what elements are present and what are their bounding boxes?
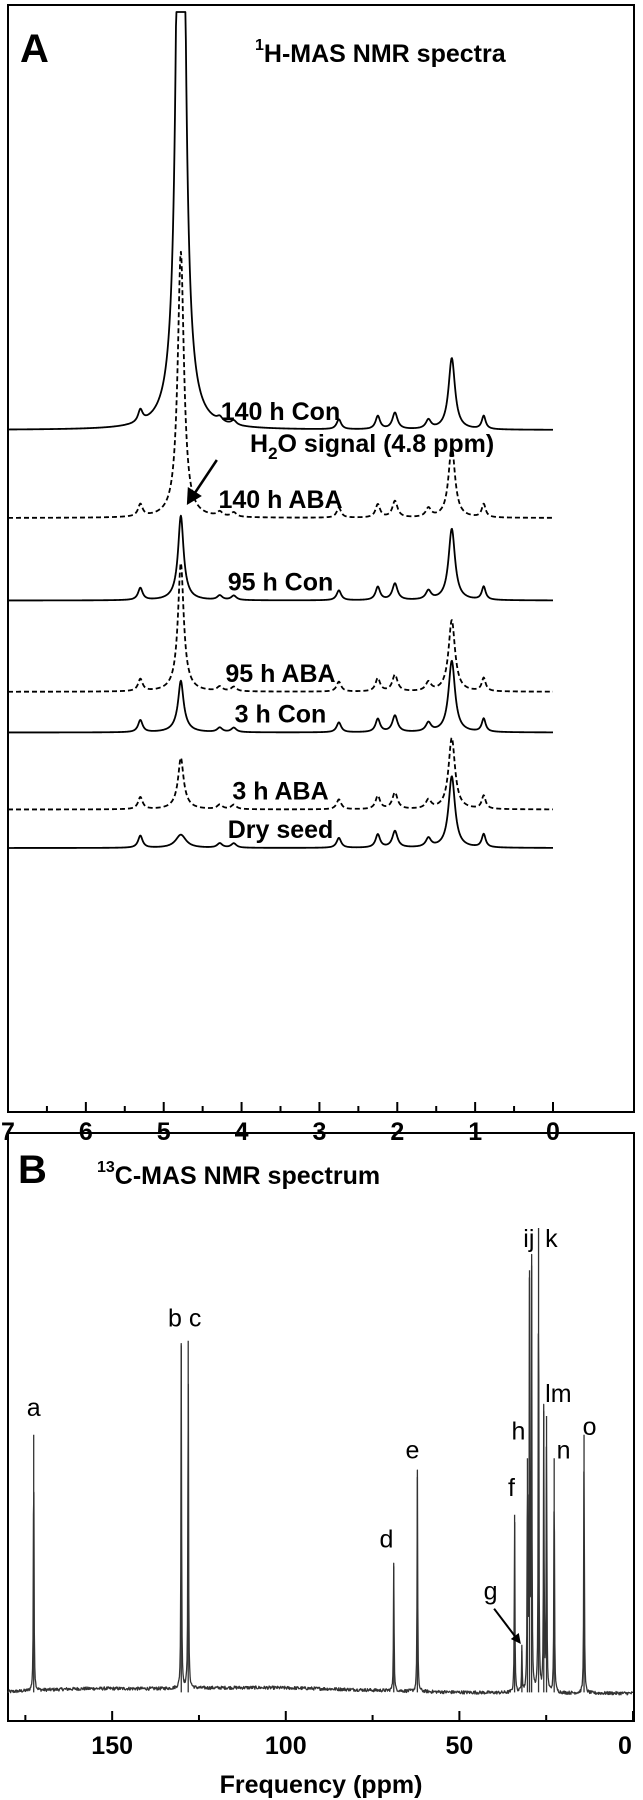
panel-b-x-axis: 150 100 50 0 xyxy=(24,1711,634,1760)
x-tick-label-b-1: 100 xyxy=(265,1732,307,1760)
x-tick-label-b-3: 0 xyxy=(618,1732,632,1760)
spectrum-trace-1 xyxy=(7,250,554,519)
peak-label-h: h xyxy=(511,1418,525,1446)
peak-g-arrow xyxy=(493,1608,521,1644)
spectrum-trace-2 xyxy=(7,514,554,602)
spectrum-trace-0 xyxy=(7,11,554,431)
spectrum-trace-6 xyxy=(7,775,554,849)
c13-spectrum-trace xyxy=(7,1253,634,1696)
peak-label-lm: lm xyxy=(545,1380,571,1408)
x-tick-label-b-0: 150 xyxy=(91,1732,133,1760)
panel-b-x-axis-title: Frequency (ppm) xyxy=(220,1771,423,1799)
panel-a-1h-spectra: A 1H-MAS NMR spectra H2O signal (4.8 ppm… xyxy=(1,4,635,1146)
peak-label-n: n xyxy=(557,1436,571,1464)
water-signal-annotation: H2O signal (4.8 ppm) xyxy=(250,430,494,463)
panel-a-traces xyxy=(7,11,554,849)
peak-label-ij: ij xyxy=(523,1225,534,1253)
panel-b-letter: B xyxy=(18,1148,47,1192)
panel-b-frame xyxy=(7,1132,635,1722)
trace-label-5: 3 h ABA xyxy=(232,778,328,806)
panel-a-title: 1H-MAS NMR spectra xyxy=(255,37,507,68)
water-signal-arrow xyxy=(186,459,218,505)
spectrum-trace-5 xyxy=(7,736,554,811)
panel-b-trace xyxy=(7,1228,634,1696)
panel-a-letter: A xyxy=(20,27,49,71)
peak-label-bc: b c xyxy=(168,1305,201,1333)
peak-label-k: k xyxy=(545,1225,558,1253)
x-tick-label-b-2: 50 xyxy=(445,1732,473,1760)
panel-a-trace-labels: 140 h Con 140 h ABA 95 h Con 95 h ABA 3 h Co… xyxy=(218,398,342,844)
spectrum-trace-3 xyxy=(7,562,554,693)
peak-g-arrow-shaft xyxy=(493,1608,516,1637)
trace-label-0: 140 h Con xyxy=(221,398,340,426)
peak-label-d: d xyxy=(380,1526,394,1554)
trace-label-2: 95 h Con xyxy=(228,569,334,597)
panel-b-peak-labels: a b c d e f g h ij k lm no xyxy=(27,1225,597,1606)
peak-label-f: f xyxy=(508,1474,515,1502)
panel-b-title: 13C-MAS NMR spectrum xyxy=(97,1159,380,1190)
peak-label-a: a xyxy=(27,1394,41,1422)
panel-a-frame xyxy=(7,4,635,1113)
trace-label-3: 95 h ABA xyxy=(225,660,335,688)
peak-g-arrow-head xyxy=(510,1632,521,1644)
peak-label-o: o xyxy=(583,1413,597,1441)
trace-label-4: 3 h Con xyxy=(235,701,327,729)
trace-label-1: 140 h ABA xyxy=(218,486,342,514)
water-arrow-head xyxy=(186,487,202,505)
peak-label-e: e xyxy=(406,1436,420,1464)
peak-label-g: g xyxy=(484,1577,498,1605)
trace-label-6: Dry seed xyxy=(228,816,334,844)
spectrum-trace-4 xyxy=(7,659,554,734)
